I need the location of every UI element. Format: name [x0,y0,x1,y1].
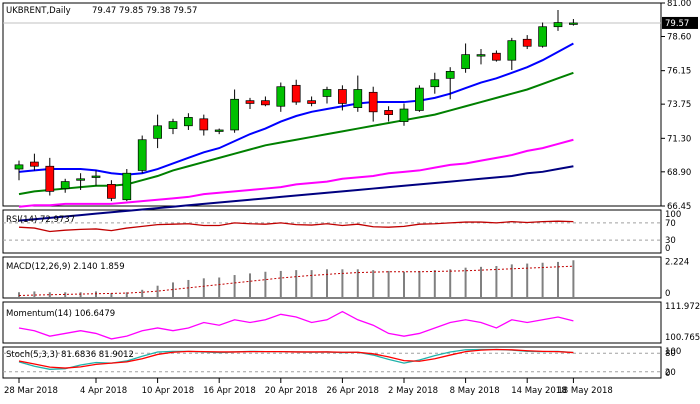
candle-body[interactable] [76,178,85,181]
moving-average-line [18,138,574,208]
indicator-axis-label: 100 [665,347,681,357]
candle-body[interactable] [230,98,239,131]
candle-body[interactable] [107,184,116,199]
moving-average-line [18,42,574,176]
indicator-axis-label: 0 [665,369,670,379]
price-axis-label: 78.60 [667,32,691,42]
date-axis-label: 28 Mar 2018 [4,386,58,396]
date-axis-label: 8 May 2018 [450,386,500,396]
momentum-title: Momentum(14) 106.6479 [6,309,115,319]
chart-title: UKBRENT,Daily [6,6,71,16]
candle-body[interactable] [384,110,393,115]
price-axis-label: 71.30 [667,134,691,144]
indicator-line [18,310,574,340]
candle-body[interactable] [507,40,517,61]
candle-body[interactable] [276,86,286,107]
candle-body[interactable] [184,117,193,127]
indicator-axis-label: 70 [665,219,676,229]
candle-body[interactable] [168,121,178,129]
date-axis-label: 2 May 2018 [388,386,438,396]
candle-body[interactable] [461,54,470,69]
candle-body[interactable] [122,172,132,201]
candle-body[interactable] [60,181,70,189]
macd-title: MACD(12,26,9) 2.140 1.859 [6,262,125,272]
price-panel[interactable] [2,2,662,207]
price-axis-label: 66.45 [667,202,691,212]
date-axis-label: 16 Apr 2018 [203,386,256,396]
candle-body[interactable] [353,89,363,108]
indicator-axis-label: 100 [665,210,681,220]
indicator-axis-label: 30 [665,236,676,246]
price-axis-label: 76.15 [667,67,691,77]
indicator-axis-label: 20 [665,368,676,378]
candle-body[interactable] [45,165,55,192]
date-axis-label: 26 Apr 2018 [326,386,379,396]
macd-signal-line [18,265,574,297]
candle-body[interactable] [445,71,455,79]
candle-body[interactable] [261,100,270,106]
date-axis-label: 14 May 2018 [511,386,566,396]
macd-panel[interactable] [2,256,662,299]
macd-axis-label: 2.224 [665,258,689,268]
rsi-panel[interactable] [2,209,662,254]
candle-body[interactable] [492,52,501,61]
candle-body[interactable] [338,89,347,104]
indicator-axis-label: 0 [665,244,670,254]
candle-body[interactable] [91,175,101,178]
price-axis-label: 68.90 [667,168,691,178]
candle-body[interactable] [430,79,440,88]
indicator-line [18,220,574,233]
candle-body[interactable] [538,26,547,47]
moving-average-line [18,165,574,222]
indicator-axis-label: 80 [665,349,676,359]
candle-body[interactable] [399,108,409,122]
momentum-panel[interactable] [2,301,662,344]
date-axis-label: 4 Apr 2018 [80,386,127,396]
date-axis-label: 10 Apr 2018 [142,386,195,396]
candle-body[interactable] [153,125,162,139]
candle-body[interactable] [30,161,39,167]
candle-body[interactable] [245,100,255,104]
price-axis-label: 73.75 [667,100,691,110]
candle-body[interactable] [291,84,301,103]
candle-body[interactable] [307,100,316,104]
candle-body[interactable] [476,54,486,57]
indicator-line [18,348,574,369]
price-axis-label: 81.00 [667,0,691,9]
candle-body[interactable] [137,139,147,171]
last-price-tag [662,16,698,29]
last-price-label: 79.57 [665,19,689,29]
date-axis-label: 18 May 2018 [557,386,612,396]
macd-axis-label: 0 [665,289,670,299]
rsi-title: RSI(14) 72.9737 [6,215,75,225]
candle-body[interactable] [214,129,224,132]
candle-body[interactable] [522,38,532,47]
candle-body[interactable] [569,22,578,25]
ohlc-readout: 79.47 79.85 79.38 79.57 [92,6,197,16]
date-axis-label: 20 Apr 2018 [265,386,318,396]
candle-body[interactable] [14,164,24,170]
candle-body[interactable] [368,91,378,113]
candle-body[interactable] [415,87,424,111]
candle-body[interactable] [199,118,209,131]
stoch-title: Stoch(5,3,3) 81.6836 81.9012 [6,350,134,360]
candle-body[interactable] [322,89,332,97]
candle-body[interactable] [553,22,563,28]
indicator-axis-label: 100.7659 [665,333,700,343]
